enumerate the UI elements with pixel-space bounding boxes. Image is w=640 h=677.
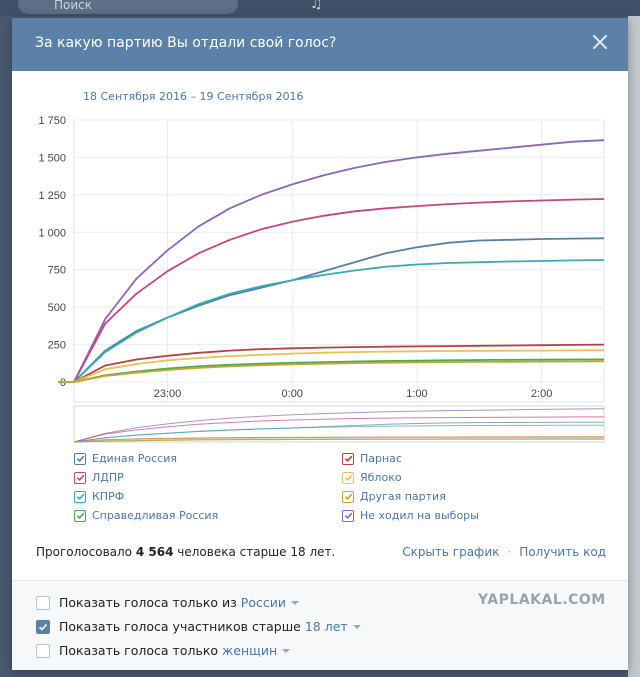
legend-item[interactable]: Парнас [342,452,402,465]
y-tick-label: 1 250 [38,190,66,202]
filter-gender-option[interactable]: Показать голоса только женщин [36,643,291,658]
legend-checkbox[interactable] [342,490,354,503]
legend-checkbox[interactable] [74,452,86,465]
x-tick-label: 1:00 [406,388,427,400]
legend-label: Не ходил на выборы [360,509,479,522]
chevron-down-icon[interactable] [352,624,361,629]
legend-checkbox[interactable] [74,509,86,522]
legend-item[interactable]: Справедливая Россия [74,509,218,522]
y-tick-label: 0 [60,377,66,389]
chevron-down-icon[interactable] [282,648,291,653]
filter-age-label: Показать голоса участников старше [59,619,301,634]
vote-summary: Проголосовало 4 564 человека старше 18 л… [36,545,335,559]
legend-checkbox[interactable] [74,471,86,484]
series-line [58,358,605,383]
navigator-series-line [73,436,604,443]
y-tick-label: 1 500 [38,152,66,164]
legend-item[interactable]: КПРФ [74,490,124,503]
legend-item[interactable]: ЛДПР [74,471,124,484]
search-input[interactable] [18,0,238,14]
music-icon[interactable]: ♫ [310,0,323,12]
search-placeholder: Поиск [54,0,93,12]
navigator-frame [73,405,605,443]
top-bar: Поиск ♫ [0,0,640,16]
x-tick-label: 2:00 [531,388,552,400]
checkmark-icon [38,623,48,631]
series-line [58,259,605,383]
navigator-series-line [73,437,605,443]
legend-checkbox[interactable] [342,509,354,522]
series-line [58,139,605,383]
get-code-link[interactable]: Получить код [519,545,606,559]
background-page-edge [628,16,640,677]
filter-gender-checkbox[interactable] [36,643,50,658]
checkmark-icon [344,493,352,501]
y-tick-label: 1 000 [38,227,66,239]
filter-options: Показать голоса только из России Показат… [12,580,628,670]
x-tick-label: 0:00 [282,388,303,400]
modal-header: За какую партию Вы отдали свой голос? [12,18,628,71]
checkmark-icon [344,474,352,482]
checkmark-icon [76,455,84,463]
legend-checkbox[interactable] [342,452,354,465]
checkmark-icon [344,512,352,520]
legend-item[interactable]: Единая Россия [74,452,177,465]
filter-country-checkbox[interactable] [36,595,50,610]
y-tick-label: 500 [48,302,66,314]
vote-count: 4 564 [135,545,174,559]
legend-label: Яблоко [360,471,402,484]
series-line [58,349,605,383]
modal-title: За какую партию Вы отдали свой голос? [35,35,337,51]
link-separator: · [507,545,512,559]
poll-results-modal: За какую партию Вы отдали свой голос? 18… [12,18,628,670]
summary-suffix: человека старше 18 лет. [177,545,336,559]
legend-label: ЛДПР [92,471,124,484]
series-line [58,198,605,383]
gender-dropdown[interactable]: женщин [222,643,278,658]
legend-checkbox[interactable] [342,471,354,484]
legend-label: Справедливая Россия [92,509,219,522]
legend-item[interactable]: Яблоко [342,471,402,484]
results-chart: 0 250 500 750 1 000 1 250 1 500 1 750 23:00 0:00 1… [38,116,605,443]
legend-item[interactable]: Другая партия [342,490,446,503]
legend-label: КПРФ [92,490,125,503]
checkmark-icon [344,455,352,463]
legend-label: Парнас [360,452,402,465]
navigator-series-line [73,424,605,443]
close-icon[interactable] [590,32,610,52]
series-line [58,360,605,383]
country-dropdown[interactable]: России [240,595,286,610]
hide-chart-link[interactable]: Скрыть график [402,545,500,559]
legend-label: Другая партия [360,490,446,503]
age-dropdown[interactable]: 18 лет [304,619,348,634]
filter-country-option[interactable]: Показать голоса только из России [36,595,299,610]
filter-age-option[interactable]: Показать голоса участников старше 18 лет [36,619,361,634]
checkmark-icon [76,512,84,520]
checkmark-icon [76,474,84,482]
navigator-series-line [73,408,605,443]
series-line [58,343,605,383]
checkmark-icon [76,493,84,501]
filter-gender-label: Показать голоса только [59,643,219,658]
y-tick-label: 1 750 [38,116,66,127]
legend-item[interactable]: Не ходил на выборы [342,509,479,522]
filter-country-label: Показать голоса только из [59,595,237,610]
chart-links: Скрыть график · Получить код [402,545,606,559]
date-range: 18 Сентября 2016 – 19 Сентября 2016 [83,90,304,103]
watermark: YAPLAKAL.COM [478,592,606,608]
chevron-down-icon[interactable] [290,600,299,605]
filter-age-checkbox[interactable] [36,619,50,634]
legend-label: Единая Россия [92,452,177,465]
summary-prefix: Проголосовало [36,545,133,559]
plot-area [74,120,604,382]
y-tick-label: 250 [48,340,66,352]
y-tick-label: 750 [48,265,66,277]
navigator-series-line [73,438,604,443]
x-tick-label: 23:00 [154,388,182,400]
series-line [58,237,605,383]
legend-checkbox[interactable] [74,490,86,503]
navigator-series-line [73,416,604,443]
